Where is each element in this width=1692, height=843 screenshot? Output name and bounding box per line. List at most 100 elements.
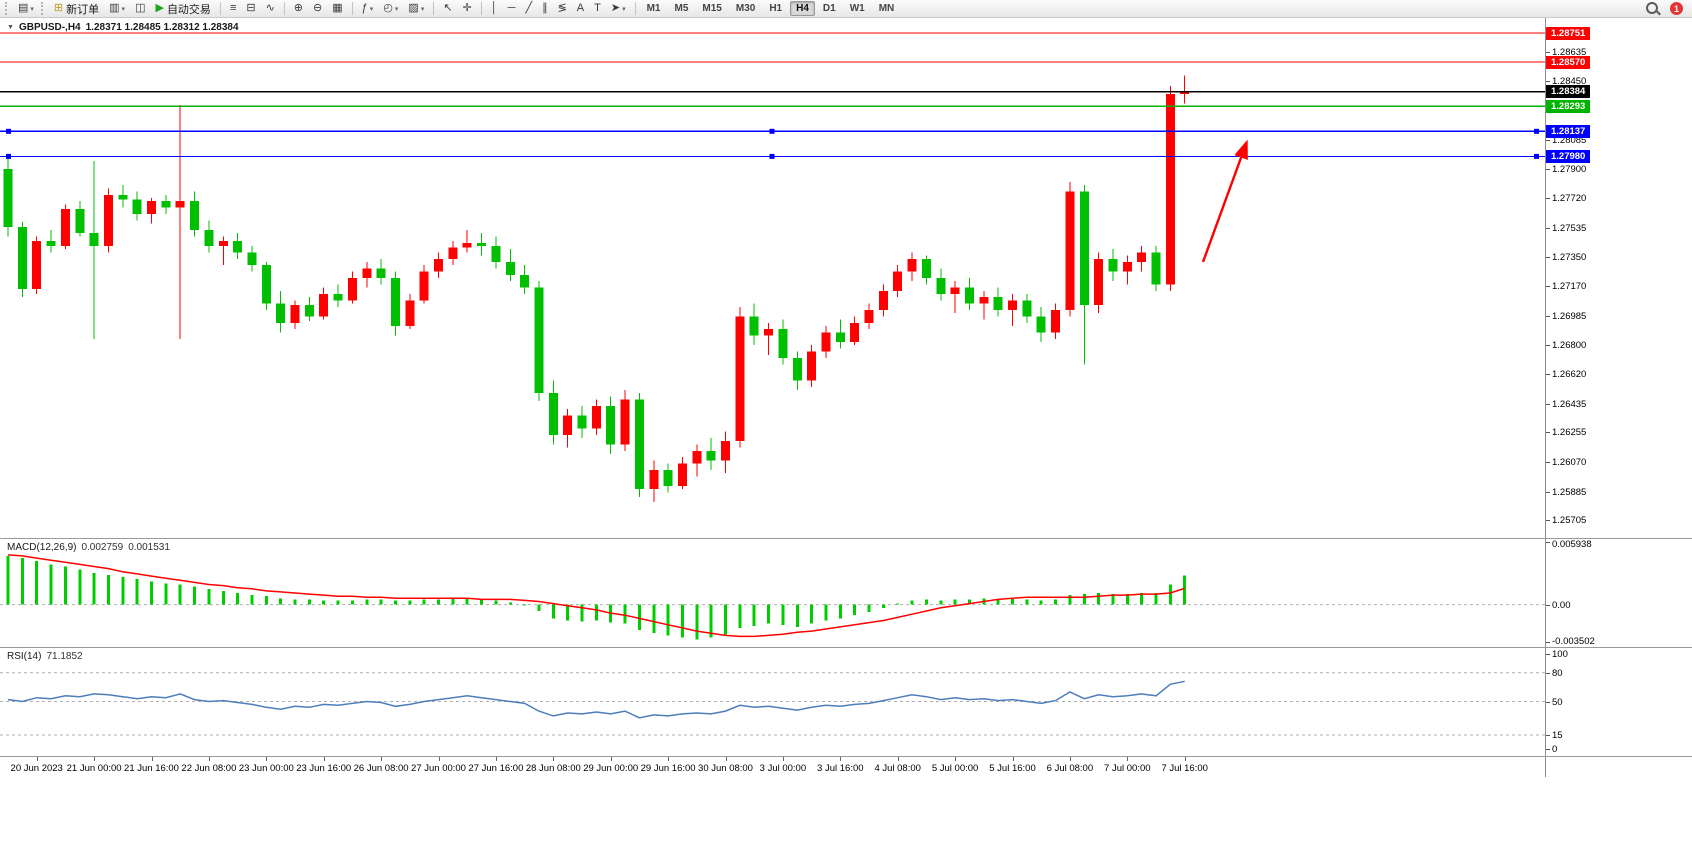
macd-histogram-bar — [967, 599, 971, 605]
macd-histogram-bar — [637, 604, 641, 631]
macd-histogram-bar — [107, 575, 110, 605]
channel-button[interactable]: ∥ — [538, 0, 552, 18]
zoom-out-button[interactable]: ⊖ — [309, 0, 326, 18]
macd-histogram-bar — [551, 604, 555, 619]
candle — [692, 450, 702, 464]
macd-panel[interactable]: MACD(12,26,9) 0.002759 0.001531 — [0, 539, 1545, 647]
candle — [1137, 252, 1147, 262]
candle — [419, 271, 429, 301]
macd-histogram-bar — [810, 604, 814, 624]
new-order-button[interactable]: ⊞ 新订单 — [53, 2, 100, 16]
line-handle[interactable] — [1534, 153, 1539, 159]
macd-histogram-bar — [437, 599, 440, 605]
rsi-axis-label: 100 — [1552, 648, 1568, 660]
candle — [950, 287, 960, 294]
time-tick — [840, 757, 842, 761]
candlestick-chart[interactable] — [0, 18, 1545, 538]
line-handle[interactable] — [769, 128, 775, 134]
candle — [462, 242, 472, 248]
candle — [878, 290, 888, 310]
vertical-line-button[interactable]: │ — [487, 0, 502, 18]
macd-histogram-bar — [494, 600, 498, 605]
candle — [204, 230, 214, 246]
auto-trading-button[interactable]: ▶ 自动交易 — [155, 2, 211, 16]
search-icon[interactable] — [1646, 1, 1658, 14]
profiles-button[interactable]: ▥ ▾ — [105, 0, 129, 18]
rsi-tick — [1546, 653, 1550, 655]
new-chart-button[interactable]: ▤ ▾ — [14, 0, 38, 18]
arrows-button[interactable]: ➤ ▾ — [607, 0, 630, 18]
time-axis[interactable]: 20 Jun 2023 21 Jun 00:00 21 Jun 16:00 22 Ju… — [0, 757, 1545, 777]
candle — [175, 201, 185, 208]
timeframe-button-w1[interactable]: W1 — [849, 3, 865, 14]
market-watch-button[interactable]: ◫ — [131, 0, 149, 18]
timeframe-button-m30[interactable]: M30 — [735, 3, 756, 14]
candle — [792, 358, 802, 381]
macd-histogram-bar — [63, 566, 67, 605]
main-chart-panel[interactable]: ▼ GBPUSD-,H4 1.28371 1.28485 1.28312 1.2… — [0, 18, 1545, 538]
candle — [778, 329, 788, 358]
trendline-button[interactable]: ╱ — [521, 0, 536, 18]
timeframe-button-h4[interactable]: H4 — [790, 1, 815, 16]
line-handle[interactable] — [769, 153, 775, 159]
macd-chart — [0, 554, 1545, 640]
macd-tick — [1546, 604, 1550, 606]
price-tag-1.27980: 1.27980 — [1546, 149, 1591, 163]
time-axis-label: 28 Jun 08:00 — [525, 763, 581, 774]
macd-histogram-bar — [250, 595, 254, 605]
ohlc-bars-button[interactable]: ≡ — [226, 0, 240, 18]
line-handle[interactable] — [1534, 128, 1539, 134]
timeframe-button-m1[interactable]: M1 — [646, 3, 661, 14]
time-tick — [1012, 757, 1014, 761]
rsi-panel[interactable]: RSI(14) 71.1852 — [0, 648, 1545, 756]
candle — [979, 297, 989, 304]
timeframe-button-m15[interactable]: M15 — [702, 3, 722, 14]
macd-histogram-bar — [881, 604, 885, 608]
line-chart-button[interactable]: ∿ — [262, 0, 279, 18]
rsi-axis-label: 50 — [1552, 696, 1563, 708]
templates-button[interactable]: ▨ ▾ — [404, 0, 428, 18]
candlestick-button[interactable]: ⊟ — [242, 0, 259, 18]
label-button[interactable]: T — [590, 0, 605, 18]
macd-row: MACD(12,26,9) 0.002759 0.001531 0.005938 0.… — [0, 539, 1692, 648]
time-axis-label: 7 Jul 16:00 — [1161, 763, 1208, 774]
crosshair-button[interactable]: ✛ — [459, 0, 476, 18]
candle — [1122, 262, 1132, 272]
zoom-out-button-icon: ⊖ — [313, 2, 323, 14]
price-tick — [1546, 286, 1550, 287]
candle — [161, 201, 171, 208]
price-tick — [1546, 462, 1550, 463]
candle — [764, 329, 773, 336]
price-axis-label: 1.27720 — [1552, 193, 1587, 204]
price-axis-label: 1.27170 — [1552, 281, 1587, 292]
line-handle[interactable] — [6, 153, 11, 159]
rsi-axis-label: 0 — [1552, 744, 1558, 756]
tile-windows-button[interactable]: ▦ — [328, 0, 346, 18]
time-axis-label: 5 Jul 00:00 — [931, 763, 979, 774]
line-handle[interactable] — [6, 128, 11, 134]
time-tick — [1127, 757, 1129, 761]
timeframe-button-m5[interactable]: M5 — [674, 3, 689, 14]
timeframe-button-h1[interactable]: H1 — [769, 3, 783, 14]
zoom-in-button[interactable]: ⊕ — [290, 0, 307, 18]
horizontal-line-button[interactable]: ─ — [504, 0, 520, 18]
periods-button[interactable]: ◴ ▾ — [379, 0, 402, 18]
time-axis-label: 29 Jun 00:00 — [583, 763, 639, 774]
candle — [606, 406, 616, 445]
notification-badge[interactable]: 1 — [1670, 2, 1683, 15]
time-tick — [897, 757, 899, 761]
timeframe-button-d1[interactable]: D1 — [822, 3, 836, 14]
time-axis-label: 6 Jul 08:00 — [1046, 763, 1094, 774]
fibonacci-button[interactable]: ≶ — [554, 0, 571, 18]
main-toolbar: ▤ ▾ ⊞ 新订单 ▥ ▾ ◫ ▶ 自动交易 ≡ ⊟ ∿ ⊕ ⊖ ▦ ƒ ▾ ◴ ▾ ▨ ▾ ↖ ✛ │ ─ ╱ ∥ ≶ A T ➤ ▾ M1 M… — [0, 0, 1692, 18]
timeframe-button-mn[interactable]: MN — [878, 3, 895, 14]
indicators-button[interactable]: ƒ ▾ — [358, 0, 378, 18]
macd-histogram-bar — [92, 572, 96, 605]
macd-histogram-bar — [695, 604, 699, 640]
arrow-annotation[interactable] — [1201, 139, 1248, 263]
cursor-button[interactable]: ↖ — [439, 0, 456, 18]
macd-histogram-bar — [1154, 593, 1158, 605]
price-axis[interactable]: 1.28635 1.28450 1.28085 1.27900 1.27720 1.275… — [1545, 18, 1692, 538]
macd-histogram-bar — [896, 603, 900, 605]
text-button[interactable]: A — [573, 0, 588, 18]
